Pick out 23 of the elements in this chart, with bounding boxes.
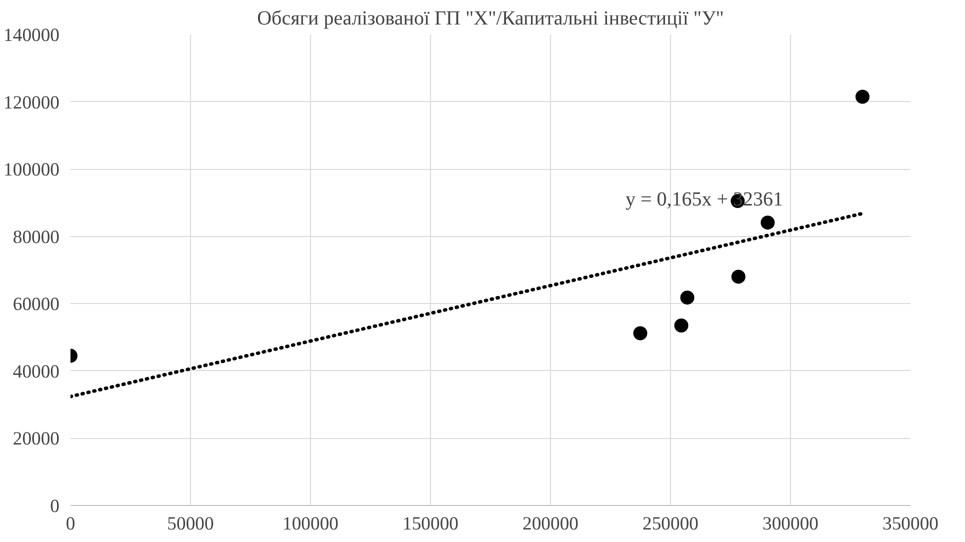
y-tick-label: 120000 (4, 92, 60, 114)
point (674, 318, 688, 332)
y-tick-label: 20000 (12, 428, 60, 450)
x-tick-label: 300000 (762, 514, 818, 534)
chart-title: Обсяги реалізованої ГП "Х"/Капитальні інвестиції "У" (257, 8, 724, 30)
x-tick-label: 250000 (642, 514, 698, 534)
point (680, 290, 694, 305)
x-tick-label: 100000 (282, 514, 338, 534)
y-tick-label: 0 (50, 496, 60, 517)
y-tick-label: 80000 (12, 226, 60, 248)
x-tick-label: 350000 (882, 514, 938, 534)
x-tick-label: 150000 (402, 514, 458, 534)
x-tick-label: 50000 (167, 514, 214, 534)
y-tick-label: 60000 (12, 294, 60, 316)
point (760, 216, 775, 230)
y-tick-label: 100000 (4, 160, 60, 181)
y-tick-label: 140000 (4, 25, 60, 46)
x-tick-label: 0 (66, 514, 76, 534)
point (731, 270, 746, 284)
point (856, 90, 870, 104)
point (633, 326, 648, 340)
y-tick-label: 40000 (12, 361, 60, 382)
x-tick-label: 200000 (522, 514, 578, 534)
